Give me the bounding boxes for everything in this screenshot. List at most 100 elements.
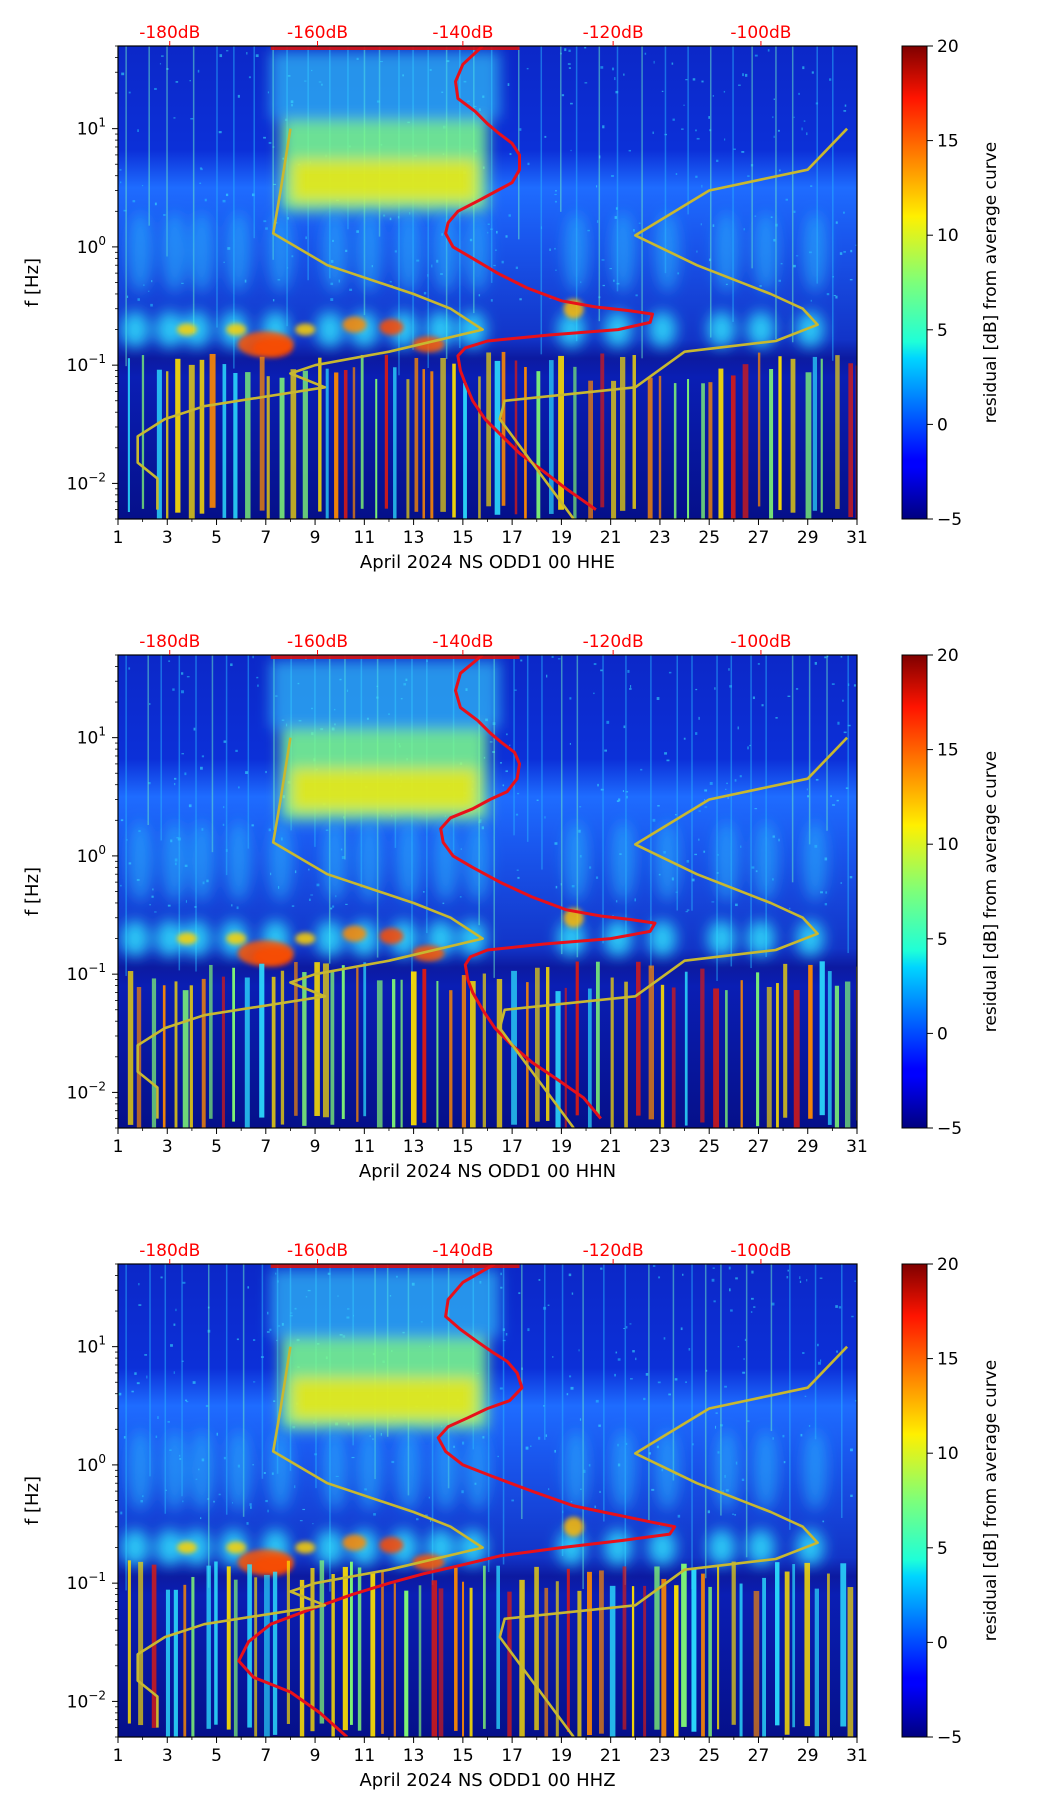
x-tick-label: 21 — [600, 1746, 622, 1766]
y-axis-label: f [Hz] — [22, 867, 43, 916]
high-noise-model-curve — [498, 127, 849, 519]
x-tick-label: 9 — [310, 528, 321, 548]
x-tick-label: 21 — [600, 528, 622, 548]
x-tick-label: 19 — [551, 528, 573, 548]
y-tick-label: 101 — [77, 725, 106, 749]
top-axis-db-label: -140dB — [432, 632, 493, 652]
colorbar-tick-label: −5 — [937, 510, 962, 530]
colorbar-tick-label: 20 — [937, 37, 959, 57]
colorbar-tick-label: 15 — [937, 741, 959, 761]
y-tick-label: 100 — [77, 843, 106, 867]
x-tick-label: 25 — [698, 1746, 720, 1766]
y-tick-label: 101 — [77, 1334, 106, 1358]
x-tick-label: 15 — [452, 1137, 474, 1157]
y-tick-label: 10−1 — [67, 961, 106, 985]
x-tick-label: 13 — [403, 528, 425, 548]
x-tick-label: 3 — [162, 528, 173, 548]
x-tick-label: 29 — [797, 1746, 819, 1766]
top-axis-db-label: -180dB — [139, 23, 200, 43]
colorbar-tick-label: 5 — [937, 321, 948, 341]
colorbar-tick-label: 10 — [937, 226, 959, 246]
y-tick-label: 10−2 — [67, 1688, 106, 1712]
x-tick-label: 17 — [501, 528, 523, 548]
colorbar-label: residual [dB] from average curve — [981, 1360, 1001, 1641]
colorbar-tick-label: 0 — [937, 1024, 948, 1044]
y-tick-label: 10−2 — [67, 470, 106, 494]
x-tick-label: 7 — [260, 1746, 271, 1766]
top-axis-db-label: -140dB — [432, 23, 493, 43]
x-tick-label: 23 — [649, 1137, 671, 1157]
x-tick-label: 17 — [501, 1746, 523, 1766]
colorbar-tick-label: 0 — [937, 1633, 948, 1653]
x-tick-label: 27 — [748, 1137, 770, 1157]
low-noise-model-curve — [136, 128, 484, 510]
colorbar-tick-label: 10 — [937, 1444, 959, 1464]
colorbar-tick-label: 15 — [937, 132, 959, 152]
colorbar-tick-label: −5 — [937, 1728, 962, 1748]
top-axis-db-label: -100dB — [730, 23, 791, 43]
y-tick-label: 10−1 — [67, 1570, 106, 1594]
x-tick-label: 23 — [649, 528, 671, 548]
colorbar: 20 15 10 5 0 −5 residual [dB] from average cur… — [901, 37, 1001, 530]
x-tick-label: 1 — [113, 1137, 124, 1157]
top-axis-db-label: -120dB — [583, 1241, 644, 1261]
low-noise-model-curve — [136, 1346, 484, 1728]
x-tick-label: 7 — [260, 1137, 271, 1157]
top-axis-db-label: -160dB — [287, 1241, 348, 1261]
top-axis-db-label: -160dB — [287, 23, 348, 43]
x-tick-label: 25 — [698, 1137, 720, 1157]
colorbar-tick-label: 10 — [937, 835, 959, 855]
heatmap-area — [118, 1264, 857, 1737]
x-tick-label: 15 — [452, 1746, 474, 1766]
y-axis-label: f [Hz] — [22, 258, 43, 307]
x-tick-label: 19 — [551, 1137, 573, 1157]
y-tick-label: 10−2 — [67, 1079, 106, 1103]
top-axis-db-label: -100dB — [730, 1241, 791, 1261]
high-noise-model-curve — [498, 1345, 849, 1737]
colorbar-tick-label: −5 — [937, 1119, 962, 1139]
x-tick-label: 7 — [260, 528, 271, 548]
x-tick-label: 1 — [113, 1746, 124, 1766]
x-tick-label: 29 — [797, 1137, 819, 1157]
noise-model-curve — [237, 1264, 677, 1737]
y-tick-label: 101 — [77, 116, 106, 140]
noise-model-curve — [444, 46, 654, 511]
x-tick-label: 9 — [310, 1137, 321, 1157]
colorbar-label: residual [dB] from average curve — [981, 142, 1001, 423]
top-axis-db-label: -120dB — [583, 632, 644, 652]
x-tick-label: 23 — [649, 1746, 671, 1766]
x-tick-label: 31 — [846, 528, 868, 548]
x-tick-label: 25 — [698, 528, 720, 548]
x-tick-label: 29 — [797, 528, 819, 548]
x-tick-label: 1 — [113, 528, 124, 548]
x-tick-label: 11 — [354, 1137, 376, 1157]
colorbar-tick-label: 20 — [937, 1255, 959, 1275]
x-tick-label: 27 — [748, 528, 770, 548]
high-noise-model-curve — [498, 736, 849, 1128]
x-tick-label: 3 — [162, 1746, 173, 1766]
x-tick-label: 13 — [403, 1746, 425, 1766]
x-axis-label: April 2024 NS ODD1 00 HHN — [359, 1161, 616, 1182]
heatmap-area — [118, 655, 857, 1128]
colorbar: 20 15 10 5 0 −5 residual [dB] from average cur… — [901, 646, 1001, 1139]
low-noise-model-curve — [136, 737, 484, 1119]
x-tick-label: 3 — [162, 1137, 173, 1157]
x-tick-label: 17 — [501, 1137, 523, 1157]
colorbar-tick-label: 20 — [937, 646, 959, 666]
noise-model-curve — [439, 655, 657, 1120]
top-axis-db-label: -140dB — [432, 1241, 493, 1261]
colorbar-label: residual [dB] from average curve — [981, 751, 1001, 1032]
x-axis-label: April 2024 NS ODD1 00 HHZ — [359, 1770, 615, 1791]
x-tick-label: 21 — [600, 1137, 622, 1157]
x-tick-label: 5 — [211, 1746, 222, 1766]
y-axis-label: f [Hz] — [22, 1476, 43, 1525]
x-tick-label: 13 — [403, 1137, 425, 1157]
top-axis-db-label: -180dB — [139, 1241, 200, 1261]
y-tick-label: 100 — [77, 1452, 106, 1476]
x-tick-label: 31 — [846, 1746, 868, 1766]
top-axis-db-label: -180dB — [139, 632, 200, 652]
